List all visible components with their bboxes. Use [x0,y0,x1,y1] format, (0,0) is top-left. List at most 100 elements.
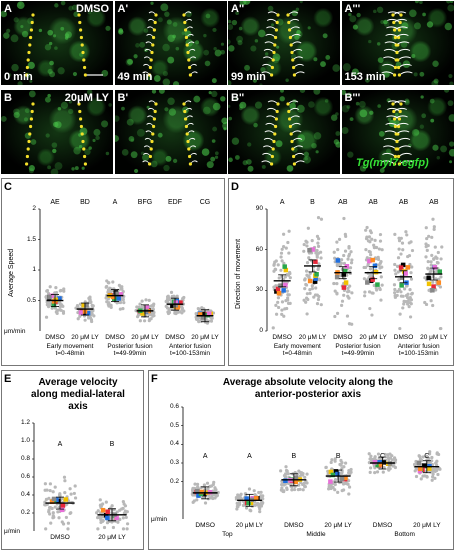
group-2 [104,279,126,311]
significance-letter: B [335,453,341,460]
y-tick-label: 0.6 [20,473,30,480]
panel-d: D Direction of movement 90 60 30 0 A DMSO B 20 … [228,178,454,366]
x-phase-label: Anterior fusion t=100-153min [169,343,211,357]
significance-letter: B [291,453,297,460]
significance-letter: A [57,441,63,448]
group-2 [332,216,354,326]
x-phase-label: Top [222,531,233,538]
significance-letter: AE [50,199,60,206]
condition-label: 20μM LY [64,92,109,104]
y-tick-label: 1.2 [20,419,30,426]
x-group-label: DMSO [372,522,393,529]
significance-letter: AB [338,199,348,206]
x-group-label: DMSO [272,334,292,341]
significance-letter: A [247,453,252,460]
group-1 [302,216,324,316]
y-tick-label: 0 [259,327,263,334]
group-4 [164,290,186,316]
transgene-label: Tg(myl7:egfp) [356,157,429,169]
group-5 [412,450,442,482]
y-tick-label: 0.5 [26,296,36,304]
y-tick-label: 0.4 [169,440,179,448]
time-label: 0 min [4,71,33,83]
x-group-label: DMSO [284,522,304,529]
significance-letter: B [109,441,115,448]
x-phase-label: Bottom [394,531,415,538]
panel-d-plot [265,208,444,332]
micrograph-row1-0: A 0 min DMSO [1,1,113,85]
x-group-label: 20 μM LY [359,334,387,341]
micrograph-label: A'' [231,3,245,15]
micrograph-label: B [4,92,12,104]
cell-tracks [114,90,227,174]
x-group-label: DMSO [333,334,353,341]
significance-letter: AB [368,199,378,206]
micrograph-label: B'' [231,92,245,104]
significance-letter: A [112,199,118,206]
y-tick-label: 2 [32,205,36,212]
significance-letter: AB [429,199,439,206]
micrograph-row2-3: B''' [341,90,454,174]
x-phase-label: Posterior fusion t=49-99min [335,343,381,357]
y-tick-label: 1 [32,266,36,273]
x-phase-label: Posterior fusion t=49-99min [107,343,153,357]
cell-tracks [341,90,454,173]
x-group-label: DMSO [393,334,414,341]
x-group-label: DMSO [45,334,65,341]
y-tick-label: 1.0 [20,437,30,444]
panel-c-plot [38,208,216,331]
y-tick-label: 0.2 [20,509,30,516]
x-group-label: 20 μM LY [71,334,99,341]
y-unit-label: μm/min [4,328,26,335]
micrograph-row1-3: A''' 153 min [341,1,454,85]
x-phase-label: Early movement t=0-48min [273,343,321,357]
y-tick-label: 0.3 [169,459,179,466]
significance-letter: A [202,453,208,460]
x-group-label: DMSO [105,334,125,341]
group-3 [362,225,384,317]
micrograph-row2-2: B'' [228,90,340,174]
micrograph-label: A''' [344,3,361,15]
y-tick-label: 0.6 [169,403,179,410]
time-label: 49 min [117,71,153,83]
x-group-label: 20 μM LY [413,522,441,529]
panel-e-plot [32,422,130,531]
time-label: 99 min [231,71,266,83]
micrograph-label: B' [117,92,129,104]
x-group-label: DMSO [50,534,70,541]
x-group-label: 20 μM LY [98,534,126,541]
panel-e: E Average velocity along medial-lateral … [1,370,144,550]
significance-letter: BFG [137,199,153,206]
significance-letter: AB [398,199,409,206]
cell-tracks [228,90,340,172]
y-tick-label: 90 [255,205,263,212]
micrograph-row1-2: A'' 99 min [228,1,340,85]
y-tick-label: 60 [255,245,263,253]
y-tick-label: 30 [255,286,263,294]
x-phase-label: Early movement t=0-48min [46,343,94,357]
cell-tracks [1,1,111,85]
x-group-label: 20 μM LY [235,522,264,529]
y-tick-label: 1.5 [26,235,36,243]
panel-d-label: D [231,181,239,193]
x-group-label: 20 μM LY [298,334,327,341]
x-group-label: 20 μM LY [191,334,219,341]
panel-e-label: E [4,373,12,385]
x-group-label: DMSO [165,334,185,341]
panel-c: C Average Speed 2 1.5 1 0.5 AE DMSO BD 20 μM LY… [1,178,225,366]
y-tick-label: 0.4 [20,491,30,498]
panel-e-title: Average velocity along medial-lateral ax… [31,377,125,412]
x-group-label: 20 μM LY [420,334,448,341]
significance-letter: C [424,453,430,460]
x-group-label: 20 μM LY [131,334,159,341]
group-5 [423,217,444,331]
significance-letter: EDF [168,199,182,206]
panel-f: F Average absolute velocity along the an… [148,370,454,550]
significance-letter: B [310,199,315,206]
micrograph-row2-0: B 20μM LY [1,90,113,174]
panel-f-plot [181,406,442,519]
significance-letter: CG [199,199,211,206]
panel-f-title: Average absolute velocity along the ante… [222,377,394,400]
panel-f-label: F [151,373,158,385]
micrograph-row2-1: B' [114,90,227,174]
